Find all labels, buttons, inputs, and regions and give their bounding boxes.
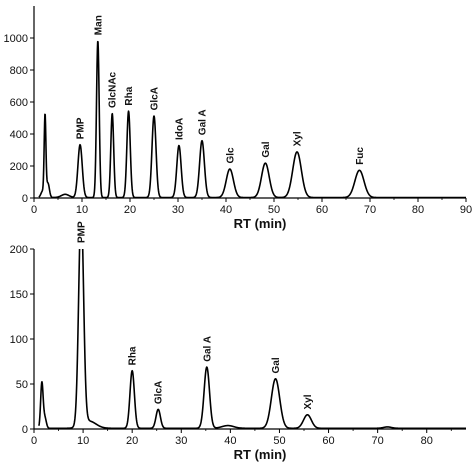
- x-tick-label: 80: [412, 204, 424, 216]
- y-tick-label: 0: [22, 424, 28, 436]
- x-tick-label: 50: [273, 435, 285, 447]
- peak-label: Rha: [128, 346, 139, 365]
- peak-label: GlcA: [154, 381, 165, 404]
- y-tick-label: 600: [10, 97, 28, 109]
- peak-label: Xyl: [303, 394, 314, 409]
- x-tick-label: 40: [224, 435, 236, 447]
- x-tick-label: 60: [322, 435, 334, 447]
- chromatogram-panel-top: 0 10 20 30 40 50 60 70 80 90 0 200 400 600 800 1000 RT (…: [4, 6, 472, 231]
- y-tick-label: 100: [10, 334, 28, 346]
- peak-label: Xyl: [293, 131, 304, 146]
- y-tick-label: 1000: [4, 33, 28, 45]
- x-tick-label: 90: [460, 204, 472, 216]
- peak-label: IdoA: [175, 118, 186, 140]
- x-axis-title: RT (min): [234, 447, 287, 462]
- peak-label: Gal: [261, 141, 272, 157]
- x-tick-label: 0: [31, 435, 37, 447]
- x-tick-label: 20: [126, 435, 138, 447]
- peak-label: Man: [93, 15, 104, 35]
- y-tick-label: 50: [16, 379, 28, 391]
- chromatogram-trace: [38, 40, 466, 199]
- peak-label: GlcNAc: [108, 71, 119, 108]
- x-tick-label: 30: [172, 204, 184, 216]
- x-axis-title: RT (min): [234, 216, 287, 231]
- peak-label: Fuc: [355, 147, 366, 165]
- y-tick-label: 200: [10, 244, 28, 256]
- x-tick-label: 50: [268, 204, 280, 216]
- x-tick-label: 80: [421, 435, 433, 447]
- y-tick-label: 200: [10, 161, 28, 173]
- peak-label: PMP: [77, 221, 88, 243]
- chromatogram-trace: [38, 249, 466, 430]
- chromatogram-panel-bottom: 0 10 20 30 40 50 60 70 80 0 50 100 150 200 RT (min) PMP…: [10, 221, 466, 462]
- peak-label: GlcA: [150, 87, 161, 110]
- peak-label: Gal A: [198, 109, 209, 135]
- peak-label: Glc: [225, 147, 236, 164]
- x-tick-label: 10: [77, 435, 89, 447]
- x-tick-label: 70: [372, 435, 384, 447]
- x-tick-label: 30: [175, 435, 187, 447]
- y-tick-label: 0: [22, 193, 28, 205]
- x-tick-label: 0: [31, 204, 37, 216]
- x-tick-label: 70: [364, 204, 376, 216]
- peak-label: PMP: [76, 117, 87, 139]
- peak-label: Rha: [124, 86, 135, 105]
- y-tick-label: 800: [10, 65, 28, 77]
- peak-label: Gal A: [202, 336, 213, 362]
- y-tick-label: 400: [10, 129, 28, 141]
- x-tick-label: 10: [76, 204, 88, 216]
- x-tick-label: 20: [124, 204, 136, 216]
- x-tick-label: 40: [220, 204, 232, 216]
- x-tick-label: 60: [316, 204, 328, 216]
- peak-label: Gal: [271, 357, 282, 373]
- y-tick-label: 150: [10, 289, 28, 301]
